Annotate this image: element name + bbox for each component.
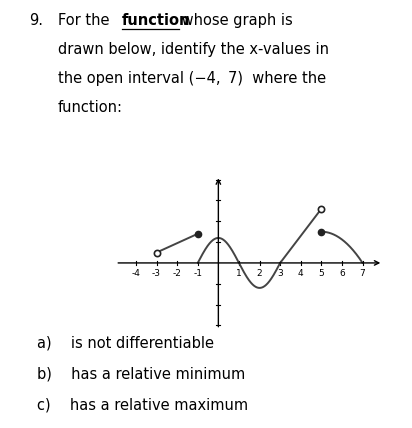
Text: the open interval (−4,  7)  where the: the open interval (−4, 7) where the [58, 71, 326, 86]
Text: function: function [122, 13, 190, 28]
Text: -4: -4 [131, 269, 140, 278]
Text: -2: -2 [173, 269, 182, 278]
Text: drawn below, identify the x-values in: drawn below, identify the x-values in [58, 42, 329, 57]
Text: For the: For the [58, 13, 114, 28]
Text: 3: 3 [277, 269, 283, 278]
Text: 9.: 9. [29, 13, 43, 28]
Text: 7: 7 [360, 269, 365, 278]
Text: 2: 2 [257, 269, 262, 278]
Text: whose graph is: whose graph is [177, 13, 293, 28]
Text: 1: 1 [236, 269, 242, 278]
Text: function:: function: [58, 100, 123, 115]
Text: 4: 4 [298, 269, 304, 278]
Text: a)  is not differentiable: a) is not differentiable [37, 336, 214, 351]
Text: -1: -1 [193, 269, 202, 278]
Text: 5: 5 [318, 269, 324, 278]
Text: c)  has a relative maximum: c) has a relative maximum [37, 398, 248, 413]
Text: b)  has a relative minimum: b) has a relative minimum [37, 367, 245, 382]
Text: 6: 6 [339, 269, 345, 278]
Text: -3: -3 [152, 269, 161, 278]
